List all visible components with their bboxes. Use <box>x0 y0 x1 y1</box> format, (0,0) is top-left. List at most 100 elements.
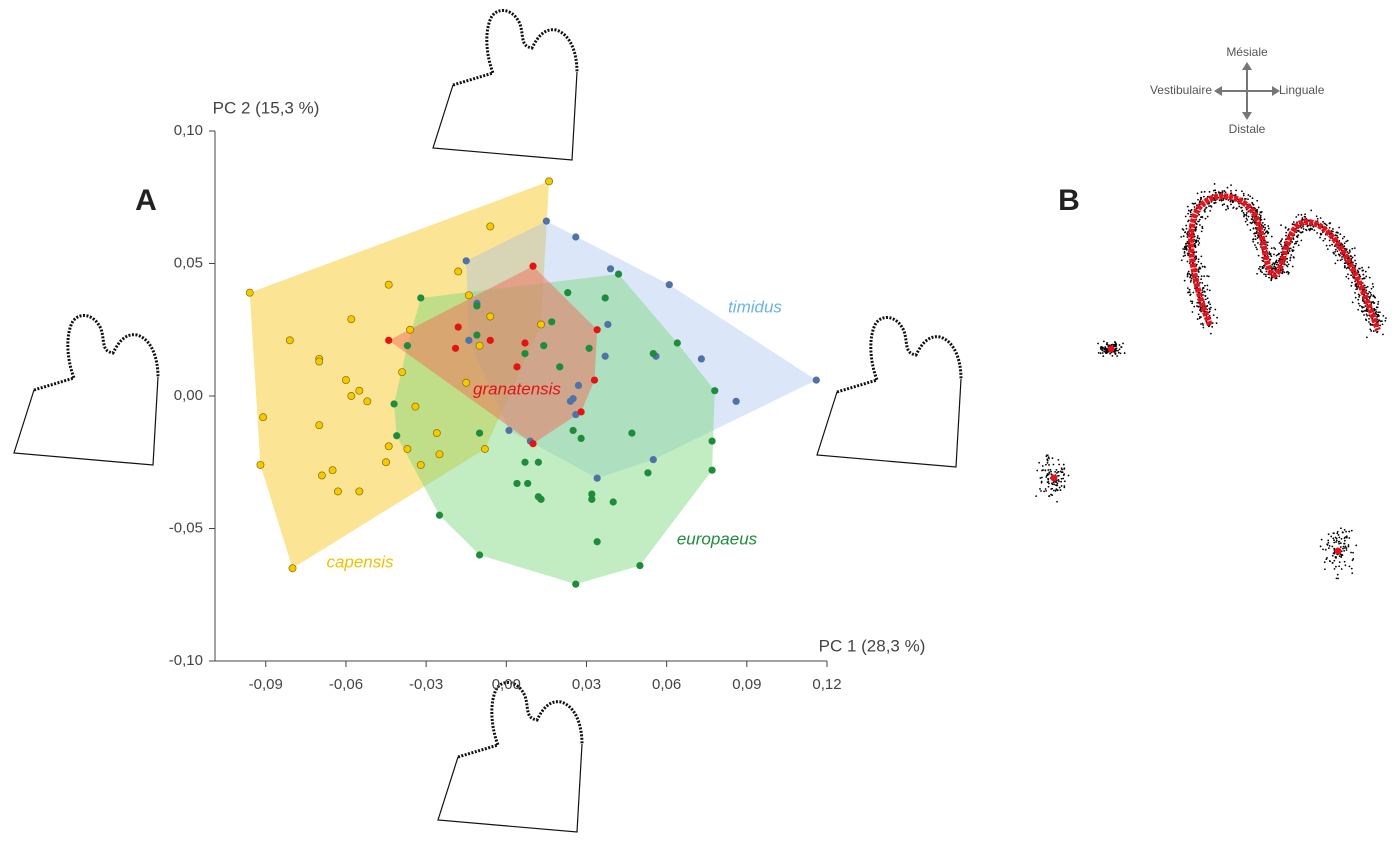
landmark-dot <box>1361 269 1364 272</box>
landmark-dot <box>1265 270 1268 273</box>
landmark-dot <box>1300 226 1303 229</box>
landmark-dot <box>1358 295 1360 298</box>
landmark-dot <box>1263 223 1266 226</box>
landmark-dot <box>1187 212 1190 215</box>
landmark-dot <box>1334 250 1337 253</box>
landmark-dot <box>1056 489 1059 492</box>
landmark-dot <box>1184 215 1187 218</box>
landmark-dot <box>1382 333 1384 336</box>
landmark-dot <box>1185 224 1188 227</box>
point <box>574 381 583 389</box>
landmark-dot <box>1058 463 1061 466</box>
landmark-dot <box>1057 470 1059 473</box>
landmark-dot <box>1254 235 1257 238</box>
landmark-dot <box>1336 231 1338 234</box>
landmark-dot <box>1328 239 1331 242</box>
point <box>473 331 481 339</box>
point <box>363 397 372 406</box>
point <box>333 487 342 496</box>
landmark-dot <box>1199 196 1202 199</box>
landmark-dot <box>1348 251 1351 253</box>
landmark-dot <box>1377 303 1379 305</box>
x-tick-label: -0,06 <box>329 676 363 693</box>
landmark-dot <box>1313 229 1316 232</box>
landmark-dot <box>1189 215 1192 218</box>
landmark-dot <box>1182 235 1185 238</box>
point <box>673 339 681 347</box>
point <box>585 344 593 352</box>
landmark-dot <box>1368 321 1370 323</box>
landmark-dot <box>1328 244 1331 247</box>
landmark-dot <box>1197 220 1199 223</box>
landmark-dot <box>1189 300 1192 303</box>
landmark-dot <box>1253 232 1255 235</box>
landmark-dot <box>1207 325 1210 328</box>
landmark-dot <box>1344 564 1347 567</box>
y-tick-label: -0,10 <box>169 652 203 669</box>
landmark-dot <box>1334 234 1337 237</box>
landmark-dot <box>1372 330 1375 332</box>
landmark-dot <box>1330 535 1333 538</box>
landmark-dot <box>1295 242 1298 245</box>
mean-curve <box>1187 193 1381 332</box>
landmark-dot <box>1060 480 1063 483</box>
landmark-dot <box>1364 305 1367 307</box>
landmark-dot <box>1187 254 1190 257</box>
point <box>542 217 550 225</box>
landmark-dot <box>1198 213 1201 216</box>
landmark-dot <box>1312 225 1315 228</box>
landmark-dot <box>1214 201 1217 204</box>
landmark-dot <box>1338 536 1341 539</box>
landmark-dot <box>1348 530 1351 533</box>
landmark-dot <box>1261 256 1264 259</box>
landmark-dot <box>1103 350 1105 353</box>
point <box>649 350 657 358</box>
landmark-dot <box>1052 463 1055 466</box>
landmark-dot <box>1118 344 1121 346</box>
landmark-dot <box>1326 543 1329 546</box>
landmark-dot <box>1216 316 1219 319</box>
landmark-dot <box>1060 477 1063 480</box>
point <box>256 460 265 469</box>
landmark-dot <box>1364 270 1367 273</box>
point <box>245 288 254 297</box>
landmark-dot <box>1250 218 1253 221</box>
landmark-clouds <box>1035 183 1387 580</box>
landmark-dot <box>1264 273 1267 276</box>
landmark-dot <box>1117 349 1119 352</box>
landmark-dot <box>1200 230 1203 233</box>
landmark-dot <box>1291 250 1294 253</box>
landmark-dot <box>1319 217 1322 219</box>
landmark-dot <box>1035 495 1038 498</box>
landmark-dot <box>1039 477 1042 479</box>
landmark-dot <box>1315 215 1318 218</box>
landmark-dot <box>1289 259 1292 262</box>
landmark-dot <box>1339 553 1342 556</box>
landmark-dot <box>1340 537 1343 540</box>
landmark-dot <box>1345 549 1348 551</box>
point <box>577 408 585 416</box>
landmark-dot <box>1212 314 1215 317</box>
landmark-dot <box>1265 235 1268 238</box>
landmark-dot <box>1368 276 1371 279</box>
landmark-dot <box>1366 314 1369 317</box>
point <box>315 357 324 366</box>
point <box>480 445 489 453</box>
landmark-dot <box>1287 263 1290 266</box>
landmark-dot <box>1267 227 1270 230</box>
landmark-dot <box>1382 315 1385 317</box>
point <box>486 312 495 321</box>
landmark-dot <box>1207 275 1210 278</box>
landmark-dot <box>1208 310 1211 313</box>
landmark-dot <box>1274 266 1277 269</box>
landmark-dot <box>1251 197 1254 200</box>
landmark-dot <box>1109 352 1112 355</box>
landmark-dot <box>1213 201 1216 204</box>
landmark-dot <box>1351 256 1354 259</box>
point <box>432 429 441 438</box>
landmark-dot <box>1345 240 1348 243</box>
group-label: europaeus <box>677 529 758 548</box>
landmark-dot <box>1101 347 1104 350</box>
point <box>317 471 326 480</box>
point <box>521 350 529 358</box>
